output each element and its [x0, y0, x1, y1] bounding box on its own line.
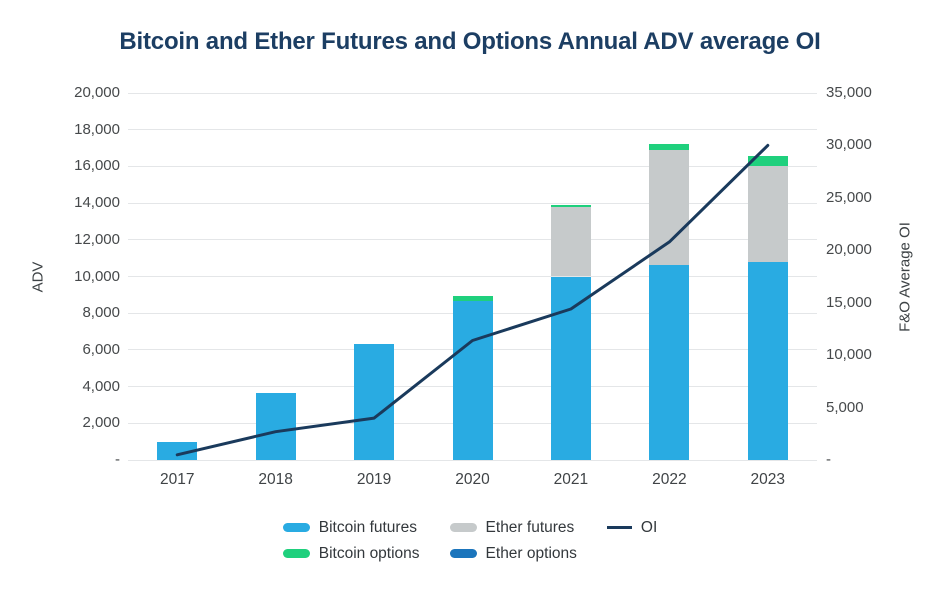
legend-column-oi: OI	[606, 519, 658, 562]
right-axis-tick-label: 5,000	[826, 398, 864, 416]
left-axis-tick-label: 20,000	[74, 84, 120, 101]
legend-label-ether-futures: Ether futures	[485, 519, 575, 536]
gridline	[128, 92, 817, 94]
x-axis-tick-label-2019: 2019	[356, 471, 392, 488]
right-axis-tick-label: 20,000	[826, 241, 872, 259]
bar-segment-bitcoin-futures-2017	[157, 441, 198, 460]
oi-line-swatch-icon	[606, 526, 632, 529]
bar-segment-bitcoin-futures-2018	[255, 393, 296, 460]
gridline	[128, 459, 817, 461]
bar-segment-ether-futures-2021	[550, 206, 591, 277]
bitcoin-options-swatch-icon	[282, 549, 310, 558]
bar-segment-bitcoin-futures-2023	[747, 261, 788, 460]
legend-column-ether: Ether futures Ether options	[449, 519, 577, 562]
legend-label-bitcoin-options: Bitcoin options	[318, 545, 420, 562]
ether-options-swatch-icon	[449, 549, 477, 558]
legend-column-bitcoin: Bitcoin futures Bitcoin options	[282, 519, 420, 562]
right-axis-tick-label: 30,000	[826, 136, 872, 154]
right-axis-tick-label: 35,000	[826, 84, 872, 101]
left-axis-tick-label: 8,000	[82, 304, 120, 322]
legend-label-ether-options: Ether options	[485, 545, 577, 562]
left-axis-title: ADV	[29, 261, 47, 293]
gridline	[128, 165, 817, 167]
left-axis-tick-label: 12,000	[74, 230, 120, 248]
x-axis-tick-label-2017: 2017	[159, 471, 195, 488]
right-axis-tick-label: 15,000	[826, 293, 872, 311]
left-axis-tick-label: 10,000	[74, 267, 120, 285]
x-axis-tick-label-2021: 2021	[553, 471, 589, 488]
bar-segment-ether-futures-2022	[649, 149, 690, 265]
left-axis-tick-label: -	[115, 451, 120, 468]
legend-item-oi: OI	[606, 519, 658, 536]
legend-label-oi: OI	[640, 519, 658, 536]
bar-segment-bitcoin-options-2020	[452, 296, 493, 302]
legend-item-bitcoin-options: Bitcoin options	[282, 545, 420, 562]
bar-segment-bitcoin-futures-2020	[452, 301, 493, 460]
bar-segment-bitcoin-futures-2022	[649, 264, 690, 460]
legend-item-ether-options: Ether options	[449, 545, 577, 562]
bar-segment-ether-futures-2023	[747, 166, 788, 262]
chart-title: Bitcoin and Ether Futures and Options An…	[119, 28, 821, 55]
left-axis-tick-label: 18,000	[74, 120, 120, 138]
legend-item-ether-futures: Ether futures	[449, 519, 577, 536]
ether-futures-swatch-icon	[449, 523, 477, 532]
chart-legend: Bitcoin futures Bitcoin options Ether fu…	[0, 519, 940, 562]
right-axis-tick-label: -	[826, 451, 831, 468]
x-axis-tick-label-2022: 2022	[652, 471, 687, 488]
left-axis-tick-label: 2,000	[82, 414, 120, 432]
bar-segment-bitcoin-options-2022	[649, 143, 690, 150]
x-axis-tick-label-2023: 2023	[750, 471, 786, 488]
x-axis-tick-label-2020: 2020	[455, 471, 490, 488]
bar-segment-bitcoin-futures-2019	[354, 344, 395, 460]
left-axis-tick-label: 4,000	[82, 377, 120, 395]
bar-segment-bitcoin-futures-2021	[550, 276, 591, 460]
x-axis-tick-label-2018: 2018	[258, 471, 293, 488]
gridline	[128, 239, 817, 241]
right-axis-tick-label: 10,000	[826, 346, 872, 364]
right-axis-tick-label: 25,000	[826, 188, 872, 206]
right-axis-title: F&O Average OI	[896, 222, 914, 332]
gridline	[128, 202, 817, 204]
left-axis-tick-label: 14,000	[74, 194, 120, 212]
gridline	[128, 276, 817, 277]
left-axis-tick-label: 16,000	[74, 157, 120, 175]
bar-segment-bitcoin-options-2023	[747, 156, 788, 167]
left-axis-tick-label: 6,000	[82, 340, 120, 358]
bitcoin-futures-swatch-icon	[282, 523, 310, 532]
gridline	[128, 129, 817, 131]
legend-label-bitcoin-futures: Bitcoin futures	[318, 519, 417, 536]
bar-segment-bitcoin-options-2021	[550, 204, 591, 207]
legend-item-bitcoin-futures: Bitcoin futures	[282, 519, 420, 536]
